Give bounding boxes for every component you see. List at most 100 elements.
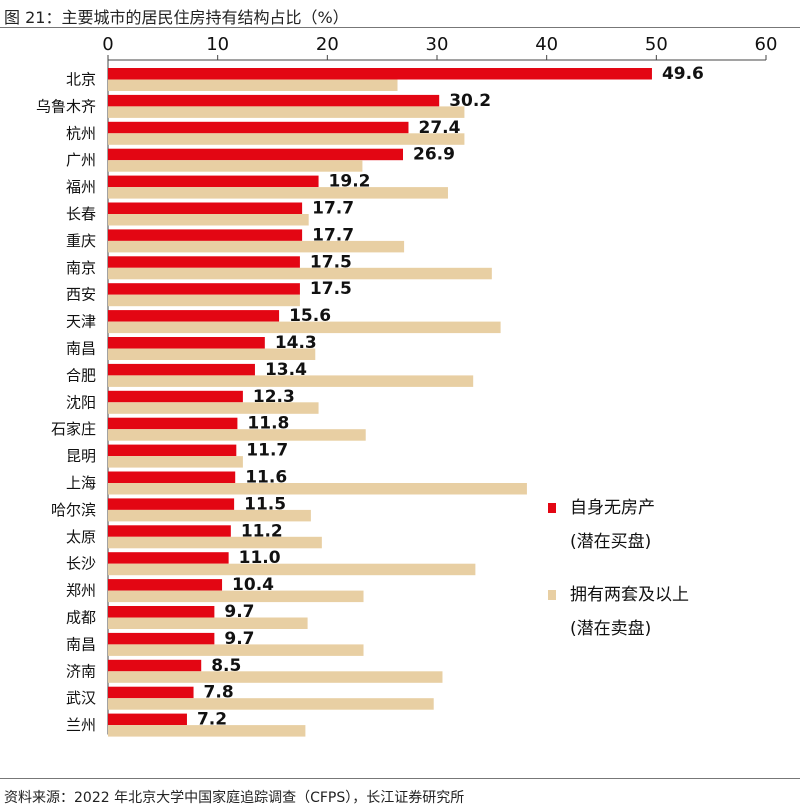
x-tick-label: 60: [755, 34, 778, 55]
bar-two-plus: [108, 429, 366, 441]
category-label: 兰州: [66, 716, 96, 734]
category-label: 西安: [66, 286, 96, 304]
bar-two-plus: [108, 536, 322, 549]
category-label: 广州: [66, 151, 96, 169]
data-label-no-house: 11.7: [246, 441, 288, 461]
bar-no-house: [108, 229, 303, 241]
data-label-no-house: 26.9: [413, 145, 455, 165]
legend-swatch-no-house: [548, 503, 556, 513]
bar-no-house: [108, 337, 265, 349]
bar-no-house: [108, 579, 223, 591]
data-label-no-house: 17.7: [312, 199, 354, 219]
bar-no-house: [108, 68, 652, 80]
bar-no-house: [108, 256, 300, 268]
bar-no-house: [108, 498, 235, 510]
category-label: 济南: [66, 662, 96, 680]
bar-no-house: [108, 525, 231, 537]
bar-two-plus: [108, 644, 364, 656]
bar-two-plus: [108, 348, 316, 360]
bar-two-plus: [108, 563, 476, 576]
data-label-no-house: 49.6: [662, 64, 704, 84]
category-labels: 北京乌鲁木齐杭州广州福州长春重庆南京西安天津南昌合肥沈阳石家庄昆明上海哈尔滨太原…: [36, 71, 96, 735]
data-label-no-house: 12.3: [253, 387, 295, 407]
x-tick-label: 0: [102, 34, 113, 55]
bar-no-house: [108, 417, 238, 430]
bar-no-house: [108, 444, 237, 457]
bar-no-house: [108, 148, 404, 161]
legend-label-no-house: 自身无房产: [570, 498, 655, 518]
category-label: 武汉: [66, 689, 96, 707]
category-label: 昆明: [66, 447, 96, 465]
category-label: 郑州: [66, 582, 96, 600]
category-label: 南昌: [66, 340, 96, 358]
x-tick-label: 10: [206, 34, 229, 55]
category-label: 福州: [66, 178, 96, 196]
category-label: 哈尔滨: [51, 501, 96, 519]
category-label: 天津: [66, 313, 96, 331]
source-divider: [0, 778, 800, 779]
category-label: 北京: [66, 71, 96, 89]
data-label-no-house: 11.5: [244, 494, 286, 514]
category-label: 沈阳: [66, 393, 96, 411]
x-tick-label: 40: [535, 34, 558, 55]
data-label-no-house: 11.6: [245, 468, 287, 488]
category-label: 长沙: [66, 555, 96, 573]
bar-two-plus: [108, 133, 465, 145]
bar-two-plus: [108, 321, 501, 334]
bar-no-house: [108, 713, 187, 726]
bar-no-house: [108, 632, 215, 645]
data-label-no-house: 11.2: [241, 521, 283, 541]
data-label-no-house: 8.5: [211, 656, 241, 676]
bar-two-plus: [108, 402, 319, 414]
bar-two-plus: [108, 671, 443, 683]
bar-chart: 0 10 20 30 40 50 60 北京乌鲁木齐杭州广州福州长春重庆南京西安天津南昌合肥…: [36, 34, 777, 737]
bar-two-plus: [108, 294, 300, 307]
data-label-no-house: 27.4: [418, 118, 460, 138]
data-label-no-house: 9.7: [224, 602, 254, 622]
x-tick-label: 50: [645, 34, 668, 55]
data-label-no-house: 14.3: [275, 333, 317, 353]
bar-no-house: [108, 471, 236, 483]
category-label: 成都: [66, 609, 96, 627]
bar-two-plus: [108, 698, 434, 710]
category-label: 重庆: [66, 232, 96, 250]
category-label: 南京: [66, 259, 96, 277]
x-axis: 0 10 20 30 40 50 60: [102, 34, 777, 735]
legend-sublabel-two-plus: (潜在卖盘): [570, 619, 652, 639]
data-label-no-house: 30.2: [449, 91, 491, 111]
bar-no-house: [108, 686, 194, 699]
bar-two-plus: [108, 79, 398, 91]
data-labels: 49.6 30.2 27.4 26.9 19.2 17.7 17.7 17.5 17.5 15.6…: [197, 64, 704, 730]
bar-no-house: [108, 175, 319, 188]
data-label-no-house: 11.0: [239, 548, 281, 568]
category-label: 南昌: [66, 635, 96, 653]
bar-two-plus: [108, 617, 308, 629]
data-label-no-house: 17.5: [310, 279, 352, 299]
bar-two-plus: [108, 725, 306, 737]
bar-no-house: [108, 659, 202, 672]
data-label-no-house: 19.2: [329, 172, 371, 192]
data-label-no-house: 13.4: [265, 360, 307, 380]
data-label-no-house: 7.8: [204, 683, 234, 703]
bar-no-house: [108, 202, 303, 214]
bar-no-house: [108, 94, 440, 107]
data-label-no-house: 11.8: [247, 414, 289, 434]
category-label: 长春: [66, 205, 96, 223]
data-label-no-house: 7.2: [197, 710, 227, 730]
bar-no-house: [108, 606, 215, 618]
bar-two-plus: [108, 214, 309, 226]
data-label-no-house: 15.6: [289, 306, 331, 326]
bar-two-plus: [108, 160, 363, 172]
bar-two-plus: [108, 375, 474, 387]
bar-two-plus: [108, 267, 492, 280]
bar-two-plus: [108, 509, 311, 522]
figure-title: 图 21：主要城市的居民住房持有结构占比（%）: [4, 8, 349, 27]
category-label: 杭州: [66, 124, 96, 142]
source-note: 资料来源：2022 年北京大学中国家庭追踪调查（CFPS），长江证券研究所: [4, 790, 465, 806]
bar-two-plus: [108, 106, 465, 118]
legend-swatch-two-plus: [548, 590, 556, 600]
bar-no-house: [108, 552, 229, 564]
bar-two-plus: [108, 240, 405, 253]
category-label: 乌鲁木齐: [36, 97, 96, 115]
bar-no-house: [108, 121, 409, 134]
